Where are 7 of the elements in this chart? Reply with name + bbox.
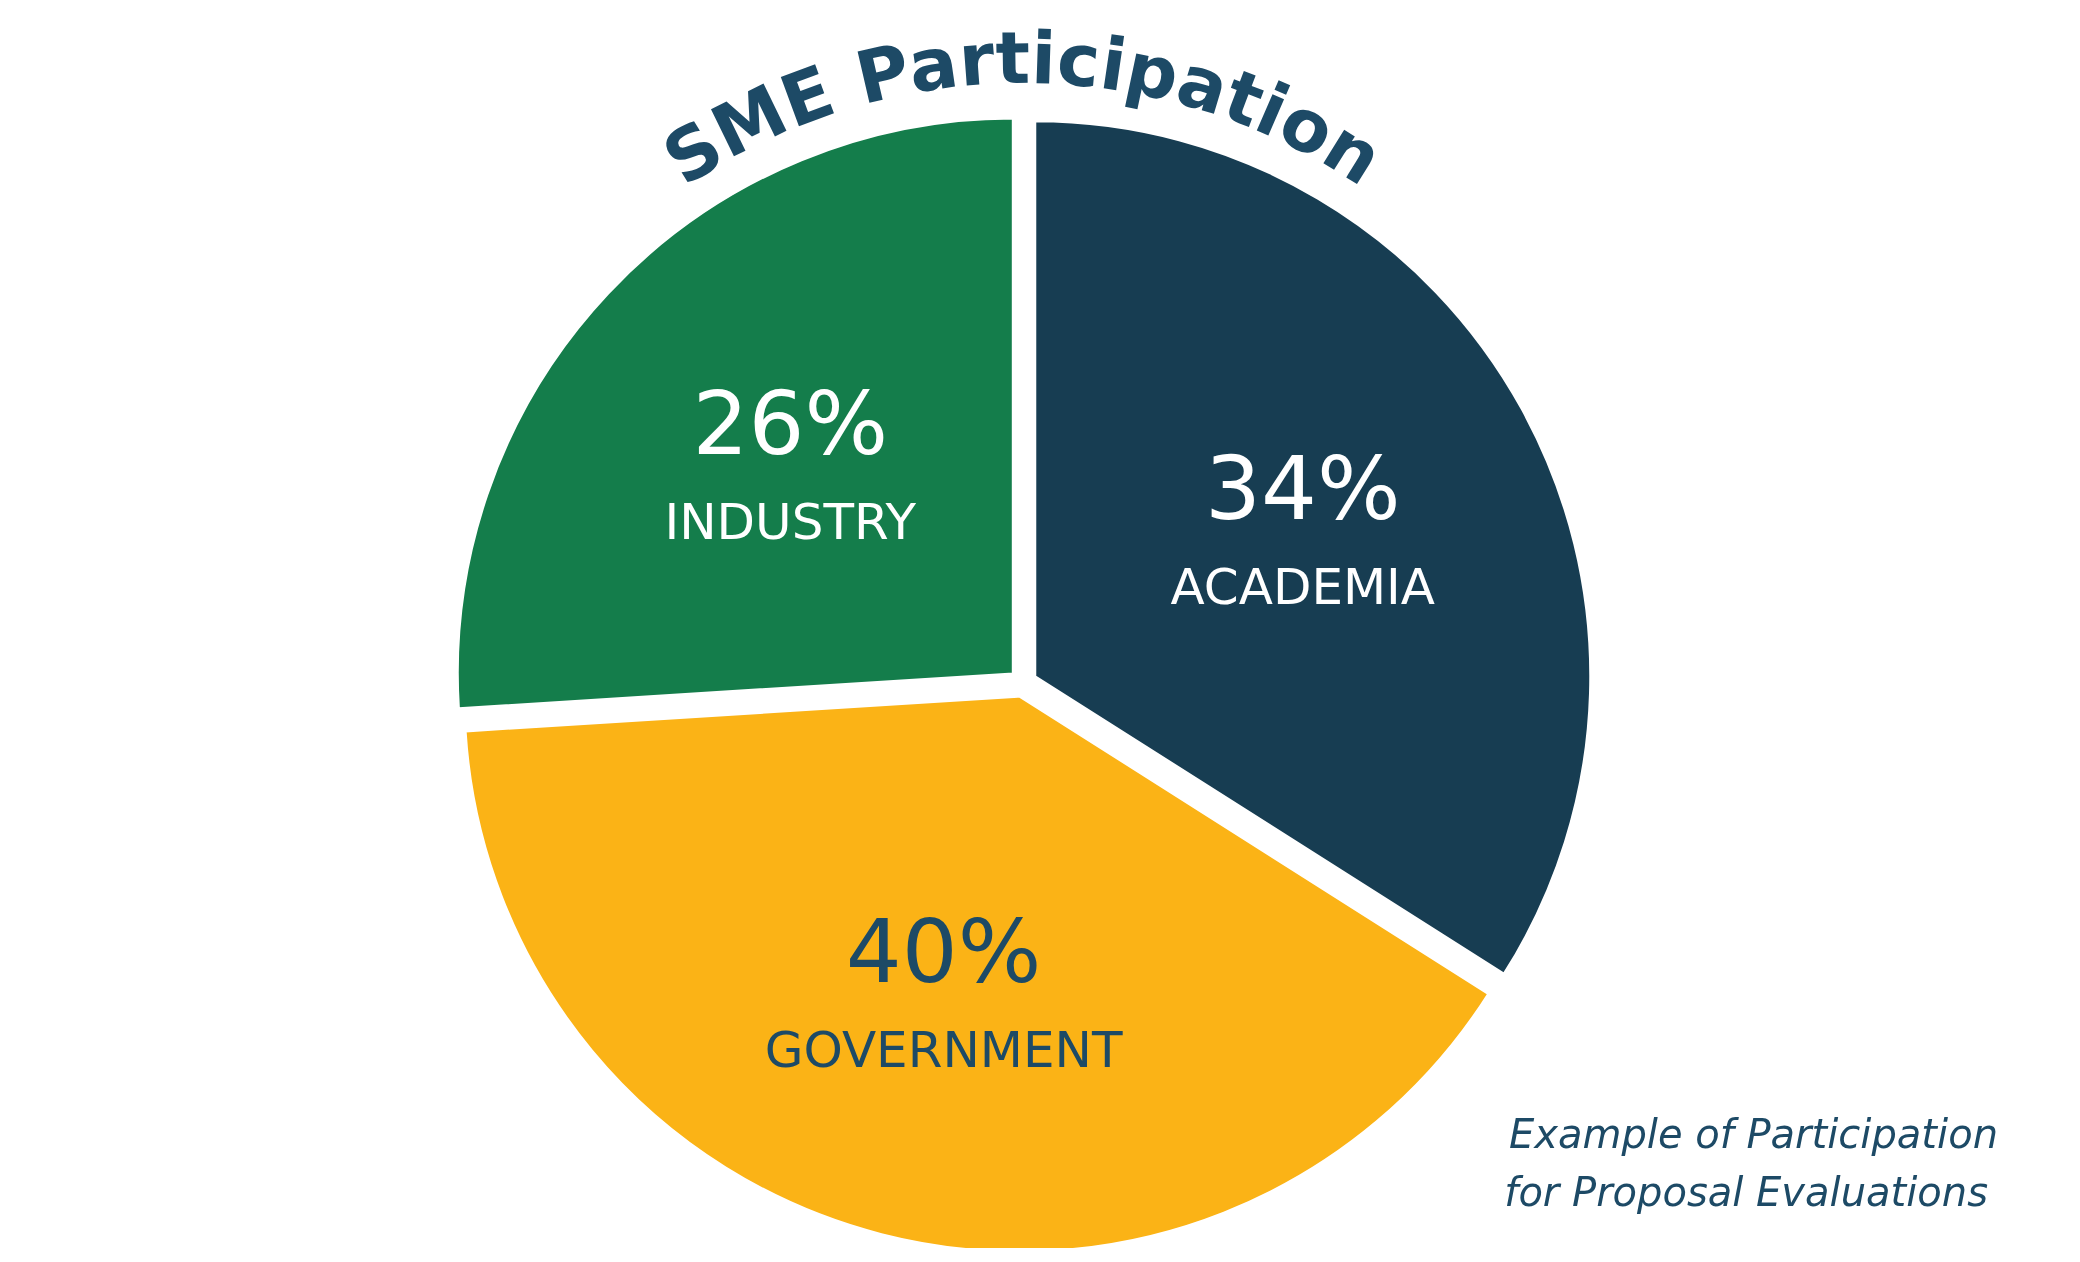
text: Example of Participation for Proposal Evaluations [1504, 1111, 1998, 1215]
data-label: 40% [845, 900, 1042, 1004]
data-label: 26% [692, 372, 889, 476]
slice-label: INDUSTRY [664, 493, 917, 552]
data-label: 34% [1204, 437, 1401, 541]
slice-label: GOVERNMENT [764, 1021, 1123, 1080]
slice-label: ACADEMIA [1170, 558, 1436, 617]
